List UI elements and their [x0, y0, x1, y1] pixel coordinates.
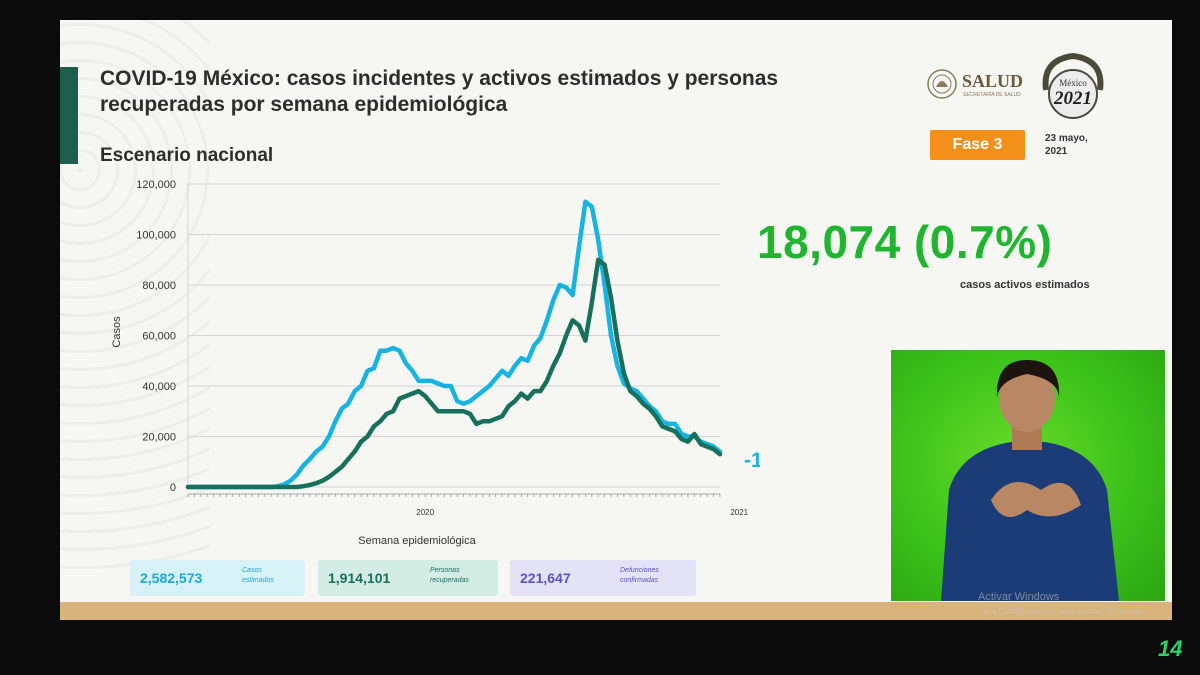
serpent-emblem-icon: México 2021: [1042, 52, 1104, 119]
series-line-incident: [185, 199, 723, 490]
x-axis: 2020 2021: [187, 493, 749, 517]
interpreter-figure-icon: [941, 360, 1119, 601]
active-cases-label: casos activos estimados: [960, 279, 1090, 291]
stat-estimated-cases-value: 2,582,573: [140, 570, 203, 586]
stat-deaths-value: 221,647: [520, 570, 571, 586]
active-cases-value: 18,074 (0.7%): [757, 216, 1053, 268]
stat-recovered: 1,914,101 Personas recuperadas: [318, 560, 498, 596]
stat-estimated-cases: 2,582,573 Casos estimados: [130, 560, 305, 596]
y-tick-label: 40,000: [142, 381, 176, 393]
series-line-recovered: [185, 257, 723, 490]
salud-logo: SALUD SECRETARÍA DE SALUD: [926, 67, 1026, 101]
sign-language-interpreter-video: [891, 350, 1165, 601]
stat-recovered-label: Personas recuperadas: [430, 567, 469, 584]
x-axis-label: Semana epidemiológica: [358, 535, 476, 547]
page-title: COVID-19 México: casos incidentes y acti…: [100, 67, 779, 116]
x-year-label: 2021: [730, 508, 748, 517]
title-accent-bar: [60, 67, 78, 164]
windows-activation-watermark: Activar Windows Ve a Configuración para …: [978, 590, 1145, 618]
y-tick-label: 100,000: [136, 230, 176, 242]
y-tick-labels: 0 20,000 40,000 60,000 80,000 100,000 120,000: [136, 179, 176, 494]
stat-estimated-cases-label: Casos estimados: [242, 567, 274, 584]
report-date: 23 mayo, 2021: [1045, 133, 1088, 157]
y-tick-label: 60,000: [142, 331, 176, 343]
phase-badge: Fase 3: [930, 130, 1025, 160]
channel-logo: 14: [1158, 636, 1183, 661]
trend-annotation: -10%: [744, 449, 760, 472]
chart-grid: [187, 183, 720, 488]
year-logo-number: 2021: [1053, 88, 1092, 109]
y-tick-label: 0: [170, 482, 176, 494]
year-2021-logo: México 2021: [1038, 50, 1108, 128]
y-tick-label: 80,000: [142, 280, 176, 292]
salud-wordmark: SALUD: [962, 71, 1024, 91]
stat-deaths: 221,647 Defunciones confirmadas: [510, 560, 696, 596]
year-logo-top: México: [1059, 78, 1087, 88]
background-watermark: [60, 20, 210, 580]
windows-activation-line2: Ve a Configuración para activar Windows.: [978, 606, 1146, 616]
salud-subtitle: SECRETARÍA DE SALUD: [963, 92, 1021, 98]
footer-bar: [60, 602, 1172, 620]
windows-activation-line1: Activar Windows: [978, 591, 1060, 603]
chart-series: [185, 199, 723, 490]
stat-recovered-value: 1,914,101: [328, 570, 391, 586]
x-year-label: 2020: [416, 508, 434, 517]
eagle-seal-icon: [927, 69, 957, 99]
cases-line-chart: 020,00040,00060,00080,000100,000120,000 …: [111, 179, 760, 547]
y-tick-label: 120,000: [136, 179, 176, 191]
y-tick-label: 20,000: [142, 432, 176, 444]
slide: COVID-19 México: casos incidentes y acti…: [60, 20, 1172, 620]
y-axis-label: Casos: [111, 316, 123, 348]
stat-deaths-label: Defunciones confirmadas: [620, 567, 659, 584]
page-subtitle: Escenario nacional: [100, 145, 274, 166]
